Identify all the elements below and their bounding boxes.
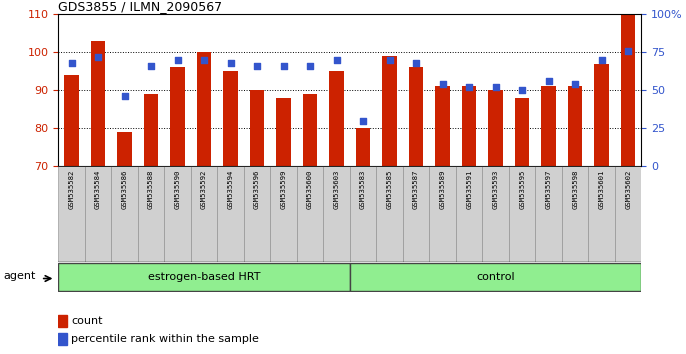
Text: GSM535583: GSM535583 (360, 169, 366, 209)
Bar (621, 14, 635, 354)
Bar (323, 166, 350, 262)
Text: GSM535587: GSM535587 (413, 169, 419, 209)
Point (596, 57, 607, 63)
Point (384, 57, 395, 63)
Bar (244, 166, 270, 262)
Bar (562, 166, 589, 262)
Point (119, 93, 130, 99)
Point (357, 118, 368, 124)
Bar (488, 90, 503, 354)
Bar (297, 166, 323, 262)
Bar (589, 166, 615, 262)
Bar (541, 86, 556, 354)
Point (199, 57, 210, 63)
Bar (329, 71, 344, 354)
Text: count: count (71, 316, 103, 326)
Point (172, 57, 183, 63)
Bar (615, 166, 641, 262)
Point (569, 81, 580, 87)
Point (93, 54, 104, 59)
Text: percentile rank within the sample: percentile rank within the sample (71, 334, 259, 344)
Point (252, 63, 263, 69)
Text: GSM535590: GSM535590 (174, 169, 180, 209)
Text: GSM535600: GSM535600 (307, 169, 313, 209)
Text: GSM535591: GSM535591 (466, 169, 472, 209)
Bar (350, 166, 377, 262)
Text: GSM535593: GSM535593 (493, 169, 499, 209)
Text: GSM535596: GSM535596 (254, 169, 260, 209)
Bar (111, 166, 138, 262)
Bar (409, 67, 423, 354)
Text: GSM535584: GSM535584 (95, 169, 101, 209)
Bar (535, 166, 562, 262)
Point (517, 87, 528, 93)
Bar (382, 56, 397, 354)
Bar (58, 263, 350, 291)
Point (305, 63, 316, 69)
Bar (165, 166, 191, 262)
Bar (377, 166, 403, 262)
Text: GSM535582: GSM535582 (69, 169, 75, 209)
Point (66, 60, 77, 66)
Bar (91, 41, 106, 354)
Bar (85, 166, 111, 262)
Text: GSM535601: GSM535601 (599, 169, 604, 209)
Bar (436, 86, 450, 354)
Text: GSM535595: GSM535595 (519, 169, 525, 209)
Bar (224, 71, 238, 354)
Point (623, 48, 634, 53)
Bar (191, 166, 217, 262)
Bar (58, 166, 85, 262)
Bar (350, 263, 641, 291)
Text: GSM535602: GSM535602 (625, 169, 631, 209)
Text: GSM535589: GSM535589 (440, 169, 446, 209)
Text: GSM535588: GSM535588 (148, 169, 154, 209)
Text: GSM535599: GSM535599 (281, 169, 287, 209)
Text: GSM535585: GSM535585 (387, 169, 392, 209)
Bar (515, 98, 530, 354)
Bar (217, 166, 244, 262)
Bar (138, 166, 165, 262)
Bar (568, 86, 582, 354)
Point (490, 84, 501, 90)
Bar (462, 86, 476, 354)
Bar (117, 132, 132, 354)
Bar (356, 128, 370, 354)
Bar (456, 166, 482, 262)
Point (145, 63, 156, 69)
Bar (250, 90, 264, 354)
Bar (594, 64, 609, 354)
Point (278, 63, 289, 69)
Bar (64, 75, 79, 354)
Point (543, 78, 554, 84)
Point (225, 60, 236, 66)
Bar (403, 166, 429, 262)
Point (411, 60, 422, 66)
Bar (429, 166, 456, 262)
Point (331, 57, 342, 63)
Bar (58, 315, 67, 327)
Bar (197, 52, 211, 354)
Text: GSM535598: GSM535598 (572, 169, 578, 209)
Bar (509, 166, 535, 262)
Bar (58, 333, 67, 345)
Bar (303, 94, 318, 354)
Text: GSM535586: GSM535586 (121, 169, 128, 209)
Point (464, 84, 475, 90)
Bar (276, 98, 291, 354)
Text: GSM535597: GSM535597 (545, 169, 552, 209)
Bar (170, 67, 185, 354)
Text: control: control (476, 272, 515, 282)
Text: estrogen-based HRT: estrogen-based HRT (148, 272, 260, 282)
Text: GSM535603: GSM535603 (333, 169, 340, 209)
Point (437, 81, 448, 87)
Text: GSM535592: GSM535592 (201, 169, 207, 209)
Bar (482, 166, 509, 262)
Bar (144, 94, 158, 354)
Text: GDS3855 / ILMN_2090567: GDS3855 / ILMN_2090567 (58, 0, 222, 13)
Bar (270, 166, 297, 262)
Text: GSM535594: GSM535594 (228, 169, 234, 209)
Text: agent: agent (3, 270, 35, 280)
